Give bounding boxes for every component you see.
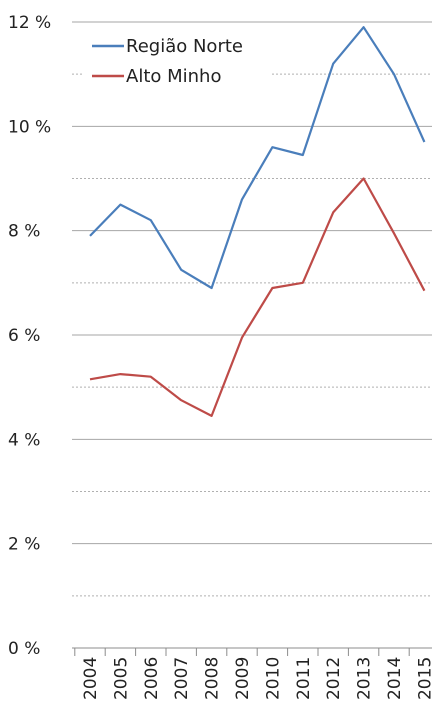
x-tick-label: 2014 <box>385 657 405 700</box>
y-tick-label: 8 % <box>8 222 40 242</box>
y-tick-label: 0 % <box>8 639 40 659</box>
x-tick-label: 2010 <box>263 657 283 700</box>
legend-label-0: Região Norte <box>126 36 243 57</box>
x-tick-label: 2005 <box>111 657 131 700</box>
x-tick-label: 2008 <box>203 657 223 700</box>
x-tick-label: 2015 <box>415 657 434 700</box>
y-tick-label: 2 % <box>8 535 40 555</box>
y-tick-label: 6 % <box>8 326 40 346</box>
series-line-0 <box>89 26 426 290</box>
axis-layer: 0 % 2 % 4 % 6 % 8 % 10 % 12 % 2004 2005 2006 2007 2… <box>8 13 434 700</box>
y-tick-label: 10 % <box>8 117 51 137</box>
x-tick-label: 2006 <box>142 657 162 700</box>
x-tick-label: 2011 <box>294 657 314 700</box>
x-tick-label: 2007 <box>172 657 192 700</box>
series-layer <box>89 26 426 417</box>
y-tick-label: 4 % <box>8 430 40 450</box>
grid-layer <box>72 21 432 597</box>
legend: Região Norte Alto Minho <box>84 34 272 90</box>
x-tick-label: 2004 <box>81 657 101 700</box>
y-tick-label: 12 % <box>8 13 51 33</box>
legend-label-1: Alto Minho <box>126 66 221 87</box>
series-line-1 <box>89 177 426 417</box>
x-tick-label: 2013 <box>355 657 375 700</box>
x-tick-label: 2012 <box>324 657 344 700</box>
x-tick-label: 2009 <box>233 657 253 700</box>
